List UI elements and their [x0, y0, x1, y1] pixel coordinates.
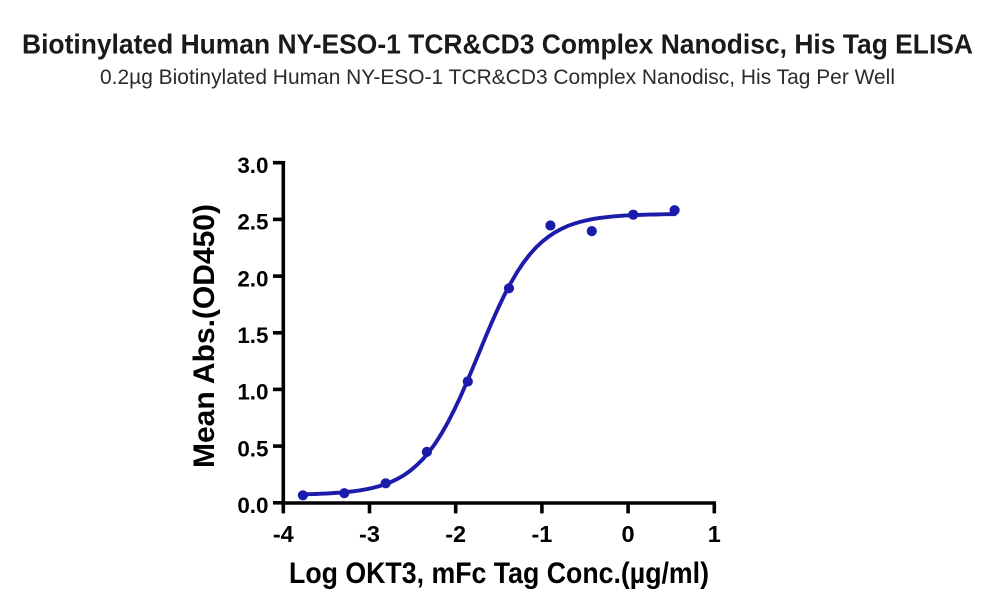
svg-text:0.5: 0.5: [237, 436, 268, 461]
svg-text:Biotinylated Human NY-ESO-1 TC: Biotinylated Human NY-ESO-1 TCR&CD3 Comp…: [22, 28, 973, 59]
svg-text:-1: -1: [531, 521, 552, 547]
svg-text:0.0: 0.0: [237, 493, 268, 518]
svg-text:2.0: 2.0: [237, 266, 268, 291]
svg-text:0: 0: [622, 521, 635, 547]
svg-text:1: 1: [708, 521, 721, 547]
svg-text:Log OKT3, mFc Tag Conc.(µg/ml): Log OKT3, mFc Tag Conc.(µg/ml): [289, 557, 709, 590]
svg-text:1.5: 1.5: [237, 323, 268, 348]
svg-text:Mean Abs.(OD450): Mean Abs.(OD450): [188, 204, 221, 468]
svg-text:-3: -3: [359, 521, 380, 547]
svg-text:-4: -4: [273, 521, 294, 547]
svg-text:3.0: 3.0: [237, 153, 268, 178]
svg-text:1.0: 1.0: [237, 380, 268, 405]
svg-text:2.5: 2.5: [237, 210, 268, 235]
svg-text:-2: -2: [445, 521, 466, 547]
svg-text:0.2µg Biotinylated Human NY-ES: 0.2µg Biotinylated Human NY-ESO-1 TCR&CD…: [100, 66, 895, 89]
